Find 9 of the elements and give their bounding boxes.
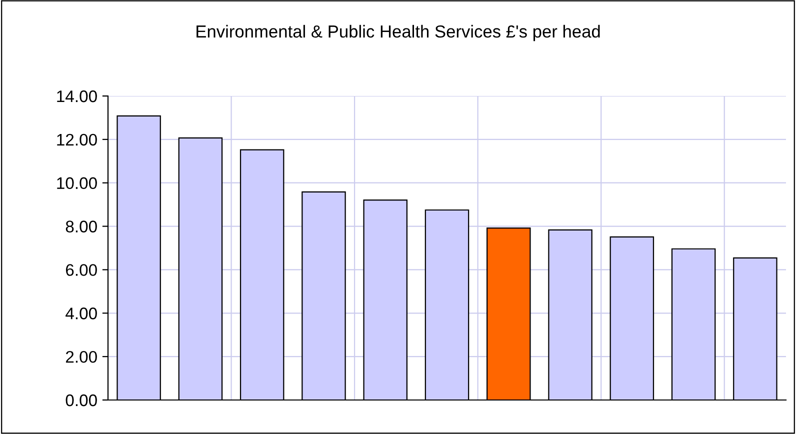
y-tick-label: 8.00 bbox=[66, 220, 97, 232]
y-tick-label: 4.00 bbox=[66, 308, 97, 320]
y-tick-label: 12.00 bbox=[57, 134, 97, 146]
y-tick-label: 6.00 bbox=[66, 264, 97, 276]
chart-title: Environmental & Public Health Services £'s per head bbox=[196, 24, 600, 42]
y-tick-label: 14.00 bbox=[57, 90, 97, 102]
y-tick-label: 2.00 bbox=[66, 350, 97, 363]
y-tick-label: 10.00 bbox=[57, 177, 97, 190]
y-tick-label: 0.00 bbox=[66, 394, 97, 406]
